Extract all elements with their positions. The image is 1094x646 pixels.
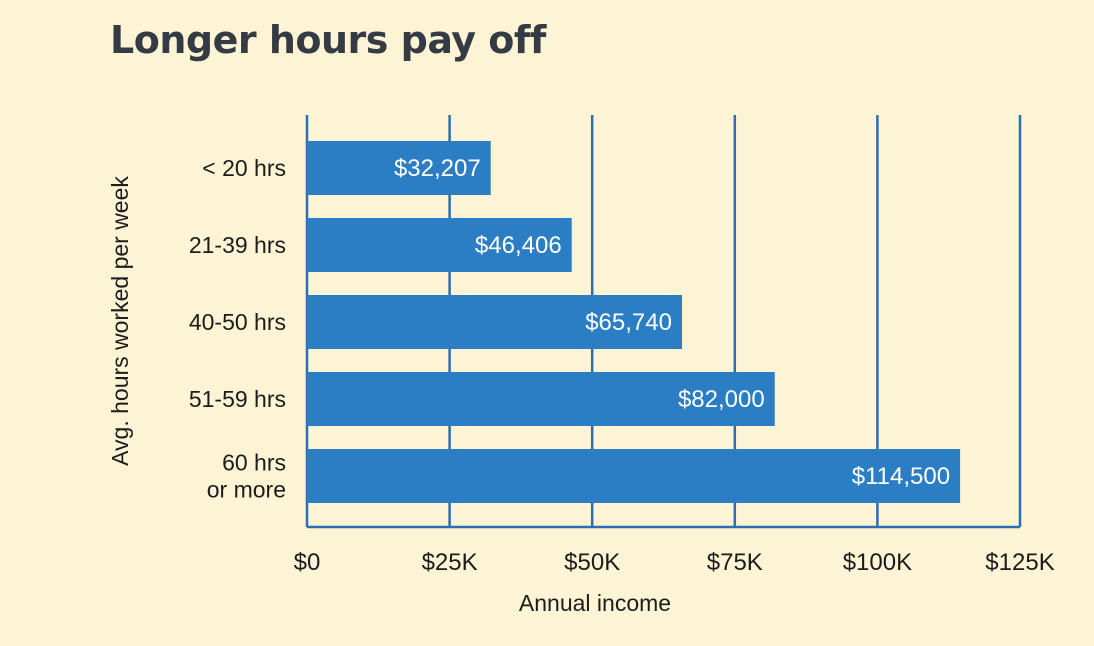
x-tick-label: $0: [294, 549, 321, 576]
x-axis-label: Annual income: [519, 590, 671, 616]
category-label: < 20 hrs: [202, 155, 286, 181]
category-label: 40-50 hrs: [189, 309, 286, 335]
bar: [307, 372, 775, 426]
category-label: 51-59 hrs: [189, 386, 286, 412]
category-label: 60 hrs: [222, 450, 286, 476]
y-axis-label: Avg. hours worked per week: [107, 176, 133, 466]
bar: [307, 295, 682, 349]
bar: [307, 141, 491, 195]
x-tick-label: $100K: [843, 549, 912, 576]
chart-title: Longer hours pay off: [110, 18, 546, 62]
data-label: $114,500: [852, 463, 950, 490]
data-label: $46,406: [475, 232, 562, 259]
category-label: or more: [207, 477, 286, 503]
x-tick-label: $50K: [564, 549, 620, 576]
data-label: $65,740: [585, 309, 672, 336]
data-label: $82,000: [678, 386, 765, 413]
bar: [307, 449, 961, 503]
x-tick-label: $125K: [985, 549, 1054, 576]
data-label: $32,207: [394, 155, 481, 182]
category-label: 21-39 hrs: [189, 232, 286, 258]
x-tick-label: $25K: [422, 549, 478, 576]
x-tick-label: $75K: [707, 549, 763, 576]
bar: [307, 218, 572, 272]
